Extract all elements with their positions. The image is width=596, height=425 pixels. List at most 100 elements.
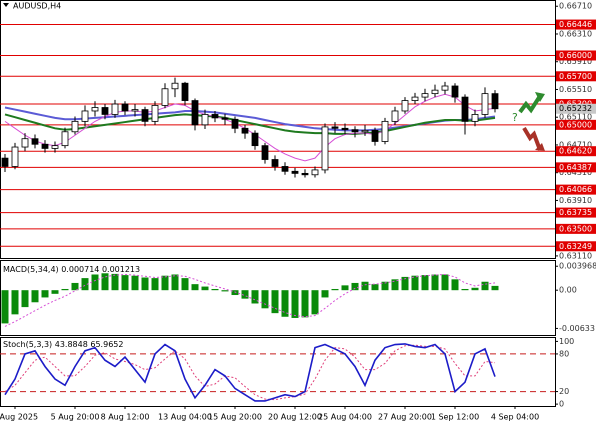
stoch-name: Stoch(5,3,3): [3, 340, 52, 349]
macd-name: MACD(5,34,4): [3, 265, 59, 274]
moving-average: [4, 93, 496, 162]
candle-body: [191, 100, 199, 126]
macd-bar: [251, 290, 259, 304]
symbol-menu-icon: [3, 3, 9, 7]
candle-body: [311, 169, 319, 176]
candle-body: [211, 114, 219, 119]
candle-body: [491, 93, 499, 110]
candle-body: [141, 109, 149, 122]
y-tick-label: 0.64310: [559, 168, 592, 177]
macd-bar: [91, 274, 99, 291]
macd-bar: [481, 281, 489, 291]
candle-body: [281, 166, 289, 172]
level-label-box: [556, 19, 596, 30]
macd-bar: [141, 277, 149, 291]
level-label: 0.64620: [559, 147, 592, 156]
y-tick-label: 0.65510: [559, 85, 592, 94]
macd-bar: [321, 290, 329, 298]
panel-frame: [0, 0, 556, 259]
macd-bar: [121, 275, 129, 291]
macd-bar: [431, 274, 439, 291]
level-label-box: [556, 71, 596, 82]
down-arrow: [522, 126, 542, 151]
level-label: 0.65000: [559, 120, 592, 129]
stoch-title: Stoch(5,3,3) 43.8848 65.9652: [3, 340, 123, 349]
macd-bar: [311, 290, 319, 315]
x-tick-label: 5 Aug 20:00: [51, 413, 100, 422]
candle-body: [291, 170, 299, 174]
candle-body: [11, 146, 19, 167]
chart-title: AUDUSD,H4: [13, 2, 61, 11]
macd-bar: [201, 286, 209, 291]
macd-bar: [371, 284, 379, 291]
y-tick-label: 0.63910: [559, 196, 592, 205]
macd-bar: [1, 290, 9, 324]
macd-bar: [331, 288, 339, 291]
candle-body: [411, 96, 419, 101]
y-tick-label: 0.65110: [559, 113, 592, 122]
y-tick-label: 0.64710: [559, 140, 592, 149]
macd-bar: [161, 275, 169, 291]
macd-bar: [381, 281, 389, 291]
candle-body: [1, 157, 9, 167]
x-tick-label: 20 Aug 12:00: [268, 413, 322, 422]
level-label-box: [556, 119, 596, 130]
macd-bar: [151, 278, 159, 291]
level-label-box: [556, 241, 596, 252]
y-tick-label: 100: [559, 337, 574, 346]
macd-bar: [181, 278, 189, 291]
level-label-box: [556, 50, 596, 61]
macd-bar: [441, 274, 449, 291]
macd-bar: [191, 284, 199, 291]
candle-body: [171, 82, 179, 90]
macd-bar: [471, 287, 479, 291]
candle-body: [341, 127, 349, 131]
candle-body: [121, 103, 129, 112]
y-tick-label: 80: [559, 349, 569, 358]
x-tick-label: 1 Aug 2025: [0, 413, 38, 422]
macd-bar: [461, 288, 469, 291]
panel-frame: [0, 337, 556, 407]
down-arrow-head: [535, 143, 545, 151]
x-tick-label: 4 Sep 04:00: [491, 413, 539, 422]
level-label-box: [556, 223, 596, 234]
macd-bar: [391, 279, 399, 291]
question-mark: ?: [512, 111, 518, 124]
macd-bar: [421, 275, 429, 291]
candle-body: [271, 159, 279, 167]
level-label-box: [556, 184, 596, 195]
macd-bar: [211, 288, 219, 291]
stoch-main: [4, 343, 496, 402]
y-tick-label: 0.66710: [559, 2, 592, 11]
up-arrow: [518, 94, 542, 114]
candle-body: [351, 129, 359, 133]
candle-body: [201, 114, 209, 126]
candle-body: [381, 120, 389, 142]
macd-signal: [4, 273, 496, 327]
forecast-arrows: ?: [512, 92, 545, 151]
candle-body: [91, 107, 99, 112]
stoch-signal-value: 65.9652: [90, 340, 123, 349]
candle-body: [261, 145, 269, 160]
candle-body: [461, 96, 469, 122]
macd-bar: [271, 290, 279, 314]
x-tick-label: 15 Aug 20:00: [208, 413, 262, 422]
macd-bar: [221, 290, 229, 292]
macd-bar: [281, 290, 289, 317]
macd-bar: [41, 290, 49, 298]
up-arrow-head: [535, 92, 545, 102]
y-tick-label: 0: [559, 400, 564, 409]
candle-body: [371, 129, 379, 142]
x-tick-label: 27 Aug 20:00: [378, 413, 432, 422]
candle-body: [71, 120, 79, 133]
y-tick-label: 0.65910: [559, 57, 592, 66]
candle-body: [441, 85, 449, 91]
candle-body: [391, 110, 399, 122]
candle-body: [331, 126, 339, 129]
level-label: 0.66000: [559, 51, 592, 60]
y-tick-label: 20: [559, 387, 569, 396]
macd-bar: [351, 282, 359, 291]
candle-body: [421, 93, 429, 98]
macd-bar: [21, 290, 29, 308]
